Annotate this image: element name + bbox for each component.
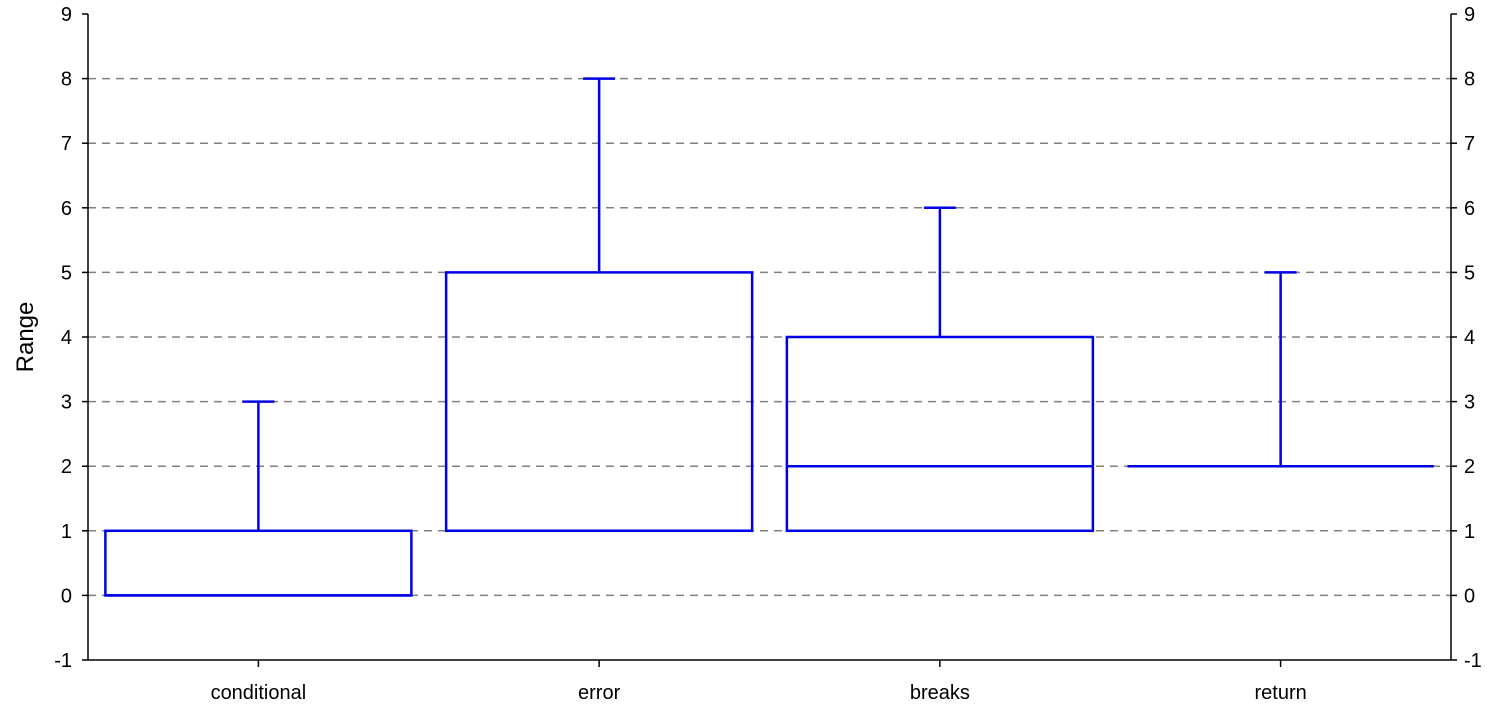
right-tick-label: 3 (1464, 392, 1475, 414)
x-tick-label: conditional (211, 682, 307, 704)
left-tick-label: 1 (61, 521, 72, 543)
right-tick-label: 5 (1464, 262, 1475, 284)
left-tick-label: -1 (54, 650, 72, 672)
tick-labels: -1 -1 0 0 1 1 2 2 3 3 4 4 5 5 6 6 7 7 8 8 9 9 conditional error… (54, 4, 1482, 704)
right-tick-label: 1 (1464, 521, 1475, 543)
iqr-box (104, 529, 413, 597)
iqr-box (785, 335, 1095, 533)
right-tick-label: 2 (1464, 456, 1475, 478)
box-breaks (785, 206, 1095, 533)
right-tick-label: 7 (1464, 133, 1475, 155)
right-tick-label: 0 (1464, 585, 1475, 607)
left-tick-label: 5 (61, 262, 72, 284)
right-tick-label: 8 (1464, 69, 1475, 91)
x-tick-label: error (578, 682, 621, 704)
box-conditional (104, 400, 413, 597)
boxes (104, 77, 1434, 597)
right-tick-label: 6 (1464, 198, 1475, 220)
left-tick-label: 7 (61, 133, 72, 155)
left-tick-label: 8 (61, 69, 72, 91)
left-tick-label: 3 (61, 392, 72, 414)
left-tick-label: 6 (61, 198, 72, 220)
x-tick-label: return (1255, 682, 1307, 704)
x-tick-label: breaks (910, 682, 970, 704)
axes (82, 13, 1457, 667)
right-tick-label: -1 (1464, 650, 1482, 672)
right-tick-label: 9 (1464, 4, 1475, 26)
left-tick-label: 9 (61, 4, 72, 26)
left-tick-label: 2 (61, 456, 72, 478)
left-tick-label: 0 (61, 585, 72, 607)
box-error (444, 77, 754, 533)
gridlines (88, 77, 1451, 597)
left-tick-label: 4 (61, 327, 72, 349)
box-return (1127, 271, 1434, 468)
right-tick-label: 4 (1464, 327, 1475, 349)
y-axis-title: Range (12, 302, 39, 373)
